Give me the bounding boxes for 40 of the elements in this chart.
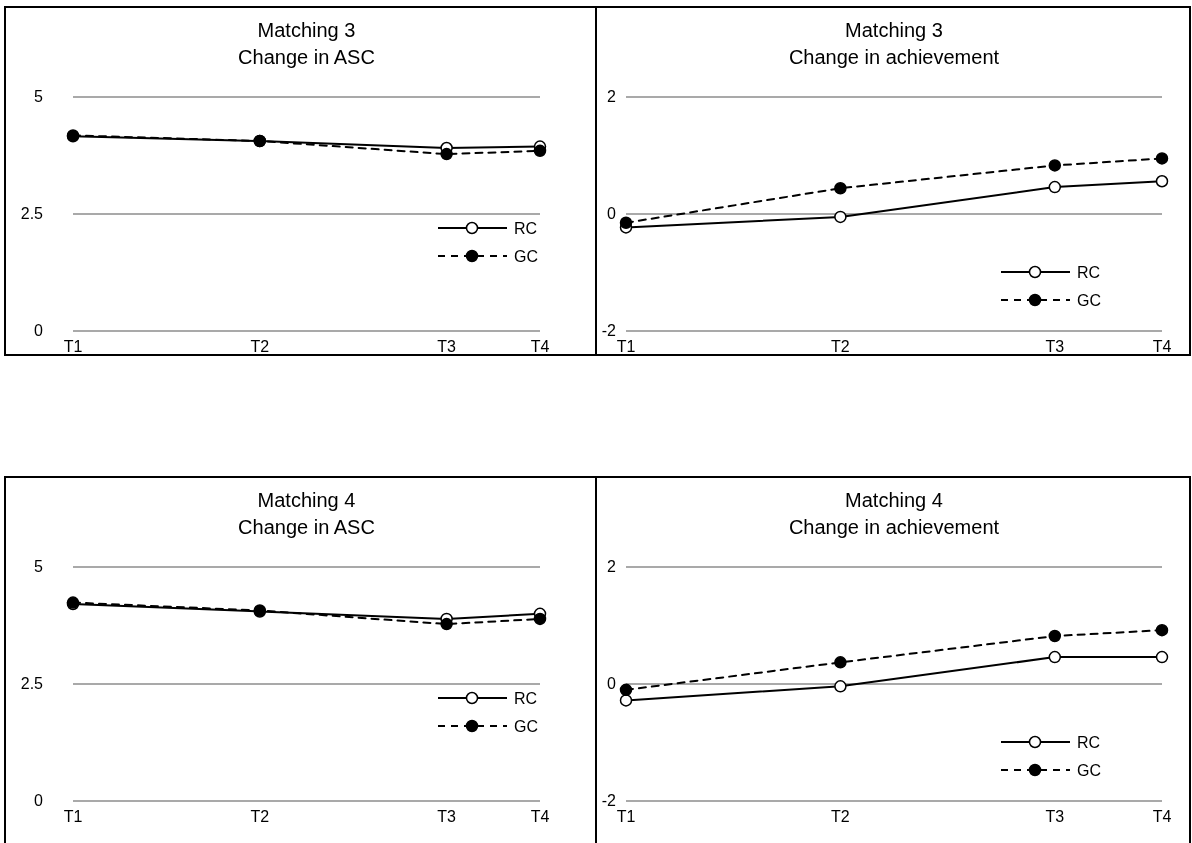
chart-title: Matching 4 Change in ASC [238, 489, 375, 538]
x-tick-label: T2 [831, 808, 850, 825]
legend-label: RC [1077, 264, 1101, 281]
legend-label: GC [1077, 292, 1101, 309]
x-tick-label: T1 [616, 808, 636, 825]
y-tick-label: 0 [34, 322, 44, 339]
chart-title: Matching 4 Change in achievement [788, 489, 1000, 538]
x-tick-label: T4 [530, 808, 550, 825]
y-tick-label: 0 [607, 205, 617, 222]
y-tick-label: 2 [607, 88, 617, 105]
x-tick-label: T3 [437, 338, 457, 355]
x-tick-label: T1 [63, 338, 83, 355]
y-tick-label: 2 [607, 558, 617, 575]
legend-label: RC [1077, 734, 1101, 751]
y-tick-label: 5 [34, 558, 44, 575]
x-tick-label: T4 [1152, 338, 1172, 355]
chart-title: Matching 3 Change in ASC [238, 19, 375, 68]
y-tick-label: 0 [607, 675, 617, 692]
legend-label: GC [1077, 762, 1101, 779]
x-tick-label: T3 [1045, 808, 1065, 825]
y-tick-label: -2 [601, 792, 617, 809]
x-tick-label: T1 [63, 808, 83, 825]
x-tick-label: T2 [831, 338, 850, 355]
x-tick-label: T4 [1152, 808, 1172, 825]
y-tick-label: 0 [34, 792, 44, 809]
y-tick-label: 5 [34, 88, 44, 105]
legend-label: GC [514, 718, 538, 735]
x-tick-label: T1 [616, 338, 636, 355]
x-tick-label: T2 [250, 808, 270, 825]
x-tick-label: T4 [530, 338, 550, 355]
x-tick-label: T3 [437, 808, 457, 825]
legend-label: GC [514, 248, 538, 265]
y-tick-label: 2.5 [20, 675, 44, 692]
x-tick-label: T2 [250, 338, 270, 355]
y-tick-label: -2 [601, 322, 617, 339]
chart-title: Matching 3 Change in achievement [788, 19, 1000, 68]
y-tick-label: 2.5 [20, 205, 44, 222]
x-tick-label: T3 [1045, 338, 1065, 355]
legend-label: RC [514, 690, 538, 707]
legend-label: RC [514, 220, 538, 237]
